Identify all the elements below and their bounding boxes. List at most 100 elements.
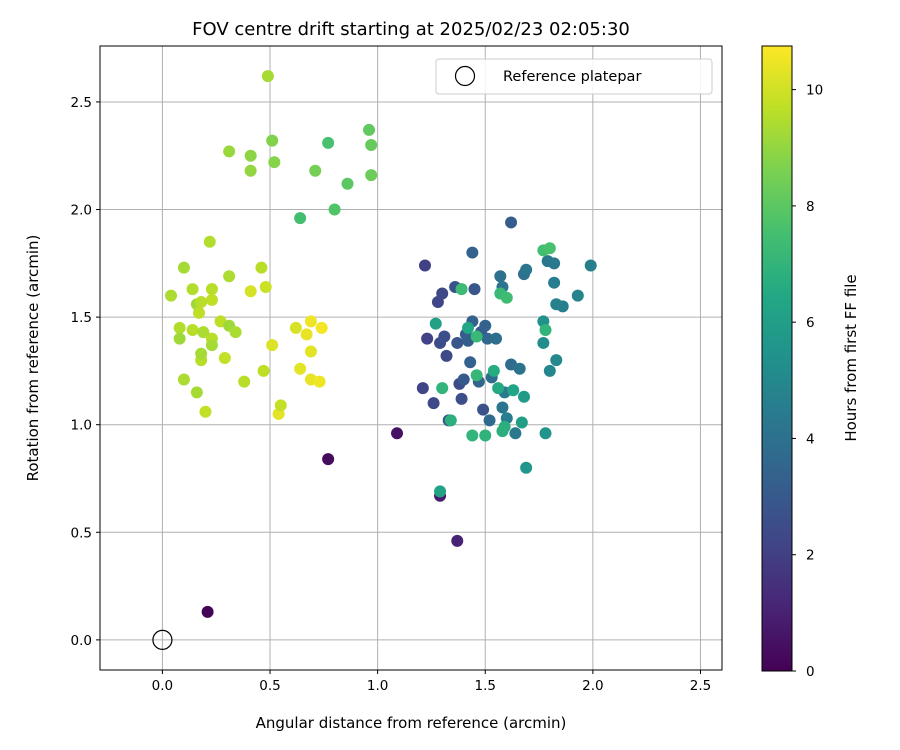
y-tick-label: 2.5 bbox=[71, 95, 92, 111]
x-tick-label: 1.0 bbox=[367, 678, 388, 694]
data-point bbox=[466, 429, 479, 442]
data-point bbox=[197, 326, 210, 339]
data-point bbox=[457, 373, 470, 386]
plot-frame bbox=[99, 45, 723, 671]
data-point bbox=[341, 177, 354, 190]
data-point bbox=[477, 403, 490, 416]
data-point bbox=[481, 332, 494, 345]
data-point bbox=[492, 382, 505, 395]
data-point bbox=[186, 283, 199, 296]
data-point bbox=[313, 375, 326, 388]
colorbar-gradient bbox=[761, 45, 793, 672]
data-point bbox=[444, 414, 457, 427]
colorbar-tick-label: 6 bbox=[806, 315, 815, 331]
data-point bbox=[479, 319, 492, 332]
data-point bbox=[229, 326, 242, 339]
data-point bbox=[468, 283, 481, 296]
x-tick-label: 0.5 bbox=[259, 678, 280, 694]
x-axis-ticks: 0.0 0.5 1.0 1.5 2.0 2.5 bbox=[152, 670, 711, 694]
legend-label: Reference platepar bbox=[503, 69, 641, 85]
data-point bbox=[257, 364, 270, 377]
data-point bbox=[550, 354, 563, 367]
y-axis-label: Rotation from reference (arcmin) bbox=[24, 235, 42, 482]
y-axis-ticks: 0.0 0.5 1.0 1.5 2.0 2.5 bbox=[71, 95, 100, 649]
data-point bbox=[429, 317, 442, 330]
data-point bbox=[223, 270, 236, 283]
data-point bbox=[244, 285, 257, 298]
data-point bbox=[543, 242, 556, 255]
data-point bbox=[479, 429, 492, 442]
data-point bbox=[322, 453, 335, 466]
grid-lines bbox=[100, 46, 722, 670]
data-point bbox=[466, 246, 479, 259]
data-point bbox=[550, 298, 563, 311]
reference-marker-layer bbox=[152, 629, 173, 650]
legend-marker-circle bbox=[454, 65, 476, 87]
data-point bbox=[434, 485, 447, 498]
colorbar: 0 2 4 6 8 10 Hours from first FF file bbox=[761, 45, 860, 680]
x-tick-label: 1.5 bbox=[475, 678, 496, 694]
x-axis-label: Angular distance from reference (arcmin) bbox=[256, 714, 567, 732]
data-point bbox=[464, 356, 477, 369]
data-point bbox=[391, 427, 404, 440]
data-point bbox=[255, 261, 268, 274]
data-point bbox=[195, 347, 208, 360]
data-point bbox=[507, 384, 520, 397]
data-point bbox=[294, 212, 307, 225]
data-point bbox=[238, 375, 251, 388]
colorbar-label: Hours from first FF file bbox=[842, 274, 860, 441]
y-tick-label: 1.0 bbox=[71, 418, 92, 434]
chart-title: FOV centre drift starting at 2025/02/23 … bbox=[192, 19, 630, 40]
colorbar-tick-label: 10 bbox=[806, 83, 823, 99]
data-point bbox=[451, 336, 464, 349]
data-point bbox=[539, 427, 552, 440]
data-point bbox=[195, 296, 208, 309]
y-tick-label: 1.5 bbox=[71, 310, 92, 326]
data-point bbox=[363, 123, 376, 136]
data-point bbox=[483, 414, 496, 427]
data-point bbox=[203, 235, 216, 248]
data-point bbox=[416, 382, 429, 395]
data-point bbox=[548, 276, 561, 289]
data-point bbox=[548, 257, 561, 270]
data-point bbox=[300, 328, 313, 341]
data-point bbox=[520, 263, 533, 276]
data-point bbox=[165, 289, 178, 302]
data-point bbox=[294, 362, 307, 375]
data-point bbox=[365, 169, 378, 182]
data-point bbox=[201, 605, 214, 618]
data-point bbox=[205, 283, 218, 296]
data-point bbox=[543, 364, 556, 377]
data-point bbox=[418, 259, 431, 272]
data-point bbox=[177, 373, 190, 386]
x-tick-label: 0.0 bbox=[152, 678, 173, 694]
y-tick-label: 2.0 bbox=[71, 203, 92, 219]
data-point bbox=[186, 324, 199, 337]
data-point bbox=[315, 321, 328, 334]
data-point bbox=[470, 330, 483, 343]
data-point bbox=[365, 138, 378, 151]
legend: Reference platepar bbox=[435, 58, 713, 95]
data-point bbox=[266, 339, 279, 352]
data-point bbox=[436, 382, 449, 395]
data-point bbox=[421, 332, 434, 345]
x-tick-label: 2.5 bbox=[690, 678, 711, 694]
data-point bbox=[304, 315, 317, 328]
data-point bbox=[193, 306, 206, 319]
data-point bbox=[470, 369, 483, 382]
data-point bbox=[436, 287, 449, 300]
colorbar-ticks: 0 2 4 6 8 10 bbox=[792, 83, 823, 680]
data-point bbox=[500, 291, 513, 304]
data-point bbox=[266, 134, 279, 147]
data-point bbox=[309, 164, 322, 177]
data-point bbox=[509, 427, 522, 440]
data-point bbox=[289, 321, 302, 334]
data-point bbox=[199, 405, 212, 418]
data-point bbox=[539, 324, 552, 337]
data-point bbox=[427, 397, 440, 410]
data-point bbox=[177, 261, 190, 274]
data-point bbox=[462, 321, 475, 334]
data-point bbox=[304, 345, 317, 358]
data-point bbox=[537, 336, 550, 349]
